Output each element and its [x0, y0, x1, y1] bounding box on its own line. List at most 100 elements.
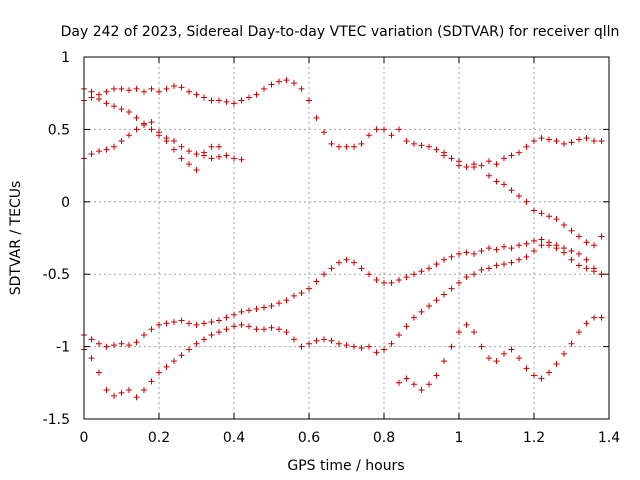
data-point — [358, 140, 365, 147]
data-point — [156, 129, 162, 136]
data-point — [448, 285, 455, 292]
data-point — [576, 250, 582, 257]
data-point — [516, 355, 522, 362]
data-point — [186, 346, 192, 353]
data-point — [276, 300, 282, 307]
data-point — [591, 242, 597, 249]
data-point — [186, 88, 192, 95]
y-axis-title: SDTVAR / TECUs — [8, 181, 24, 296]
data-point — [201, 149, 207, 156]
data-point — [313, 337, 320, 344]
data-point — [501, 181, 507, 188]
data-point — [231, 311, 237, 318]
x-tick-label: 1.4 — [598, 430, 620, 446]
data-point — [283, 297, 290, 304]
data-point — [148, 119, 155, 126]
data-point — [478, 162, 485, 169]
data-point — [516, 256, 522, 263]
data-point — [231, 155, 237, 162]
x-tick-label: 0.6 — [298, 430, 320, 446]
data-point — [111, 103, 117, 110]
data-point — [508, 152, 515, 159]
data-point — [441, 152, 447, 159]
data-point — [148, 378, 155, 385]
data-point — [568, 139, 575, 146]
data-point — [553, 137, 560, 144]
data-point — [126, 342, 132, 349]
data-point — [208, 143, 215, 150]
data-point — [246, 94, 252, 101]
data-point — [133, 114, 140, 121]
data-point — [433, 146, 440, 153]
data-point — [553, 216, 560, 223]
data-point — [561, 140, 567, 147]
data-point — [208, 332, 215, 339]
data-point — [523, 198, 530, 205]
data-point — [403, 323, 410, 330]
data-point — [598, 271, 605, 278]
data-point — [538, 210, 545, 217]
data-point — [516, 149, 522, 156]
data-point — [418, 387, 425, 394]
data-point — [163, 137, 170, 144]
data-point — [103, 343, 110, 350]
data-point — [516, 242, 522, 249]
data-point — [561, 350, 567, 357]
data-point — [418, 142, 425, 149]
data-point — [441, 256, 447, 263]
data-point — [171, 318, 177, 325]
y-tick-labels: -1.5 -1 -0.5 0 0.5 1 — [43, 50, 70, 428]
data-point — [156, 88, 162, 95]
data-point — [433, 261, 440, 268]
data-point — [531, 137, 537, 144]
data-point — [276, 78, 282, 85]
data-point — [463, 249, 470, 256]
data-point — [583, 256, 590, 263]
data-point — [171, 137, 177, 144]
data-point — [141, 332, 147, 339]
data-point — [313, 278, 320, 285]
data-point — [178, 143, 185, 150]
data-point — [411, 140, 417, 147]
data-point — [418, 308, 425, 315]
y-tick-label: -1 — [56, 340, 70, 356]
data-point — [433, 297, 440, 304]
data-point — [186, 161, 192, 168]
data-point — [478, 343, 485, 350]
data-point — [268, 81, 275, 88]
data-point — [118, 389, 125, 396]
data-point — [583, 239, 590, 246]
data-point — [298, 290, 305, 297]
data-point — [156, 369, 162, 376]
data-point — [508, 187, 515, 194]
data-point — [501, 243, 507, 250]
data-point — [88, 151, 95, 158]
series-track-5 — [81, 236, 605, 350]
data-point — [141, 122, 147, 129]
series-track-6 — [81, 242, 605, 401]
data-point — [463, 274, 470, 281]
data-point — [156, 321, 162, 328]
data-point — [448, 343, 455, 350]
series-track-7 — [396, 314, 605, 394]
data-point — [531, 372, 537, 379]
y-tick-label: -1.5 — [43, 412, 70, 428]
data-point — [553, 245, 560, 252]
data-point — [568, 248, 575, 255]
data-point — [598, 314, 605, 321]
data-point — [283, 77, 290, 84]
data-point — [583, 265, 590, 272]
x-tick-label: 1 — [455, 430, 464, 446]
data-point — [478, 266, 485, 273]
data-point — [306, 340, 312, 347]
data-point — [561, 221, 567, 228]
series-track-2 — [81, 94, 245, 163]
data-point — [178, 317, 185, 324]
data-point — [186, 148, 192, 155]
data-point — [396, 332, 402, 339]
data-point — [591, 314, 597, 321]
data-point — [201, 94, 207, 101]
data-point — [396, 276, 402, 283]
data-point — [133, 339, 140, 346]
data-point — [291, 292, 297, 299]
